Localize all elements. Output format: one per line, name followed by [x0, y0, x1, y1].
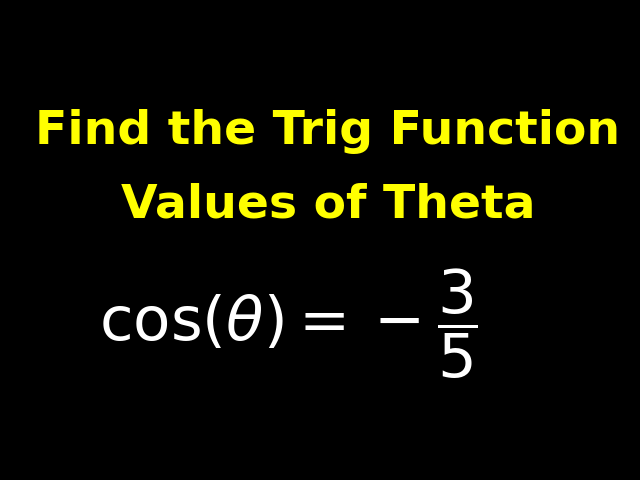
Text: Values of Theta: Values of Theta	[121, 183, 535, 228]
Text: Find the Trig Function: Find the Trig Function	[35, 109, 621, 154]
Text: $\mathrm{cos}(\theta) = -\dfrac{3}{5}$: $\mathrm{cos}(\theta) = -\dfrac{3}{5}$	[99, 267, 478, 381]
